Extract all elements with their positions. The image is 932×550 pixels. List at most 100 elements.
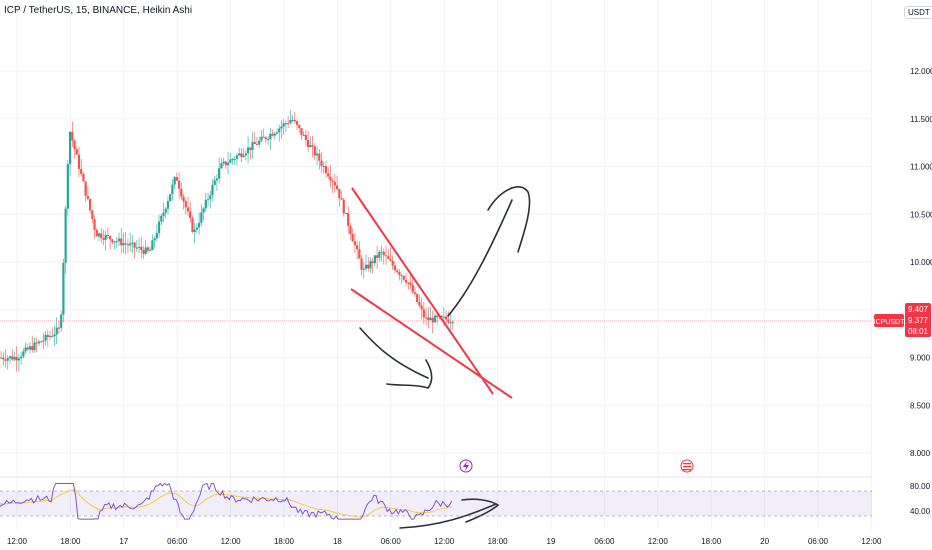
candle-body: [445, 316, 448, 320]
candle-body: [71, 131, 74, 141]
candle-body: [100, 233, 103, 239]
candle-body: [307, 140, 310, 148]
candle-body: [275, 132, 279, 134]
candle-body: [389, 259, 392, 261]
candle-body: [449, 322, 452, 324]
candle-body: [2, 357, 5, 360]
candle-body: [218, 168, 221, 179]
candle-body: [424, 317, 428, 319]
candle-body: [117, 238, 121, 242]
candle-body: [37, 341, 41, 344]
candle-body: [280, 126, 283, 129]
candle-body: [244, 153, 247, 156]
candle-body: [97, 233, 101, 237]
candle-body: [253, 142, 256, 144]
candle-body: [60, 314, 63, 328]
candle-body: [93, 219, 96, 230]
candle-body: [28, 346, 32, 350]
candle-body: [213, 180, 216, 185]
candle-body: [86, 195, 89, 199]
candle-body: [191, 218, 194, 232]
candle-body: [309, 145, 312, 148]
unit-badge[interactable]: USDT: [904, 6, 932, 19]
candle-body: [8, 356, 12, 359]
upward-arrow-sketch: [447, 186, 531, 317]
candle-body: [400, 274, 403, 277]
price-tick-label: 11.500: [910, 115, 932, 124]
candle-body: [206, 199, 210, 201]
candle-body: [164, 208, 167, 213]
candle-body: [75, 149, 78, 155]
candle-body: [133, 242, 136, 248]
candle-body: [269, 133, 272, 140]
downward-arrow-sketch: [359, 327, 433, 389]
candle-body: [396, 270, 399, 272]
candle-body: [422, 309, 425, 318]
candle-body: [48, 335, 52, 337]
candle-body: [387, 256, 390, 260]
candle-body: [209, 195, 212, 200]
candle-body: [378, 251, 381, 258]
candle-body: [111, 239, 114, 243]
candle-body: [333, 182, 336, 186]
candle-body: [222, 161, 225, 164]
time-tick-label: 12:00: [648, 537, 669, 546]
candle-body: [91, 210, 94, 220]
candle-body: [195, 227, 198, 230]
candle-body: [162, 212, 165, 216]
symbol-name: ICP / TetherUS: [4, 5, 71, 16]
wedge-lower-line: [350, 288, 513, 399]
candle-body: [293, 119, 296, 122]
candle-body: [4, 359, 7, 361]
rsi-axis[interactable]: 80.00 40.00: [910, 482, 931, 516]
event-us-flag-icon[interactable]: [680, 459, 694, 473]
candle-body: [295, 121, 299, 125]
candle-body: [68, 131, 72, 165]
candle-body: [260, 136, 263, 141]
candle-body: [298, 124, 301, 129]
candle-body: [427, 317, 430, 321]
price-label: ICPUSDT 9.407 9.377 08:01: [874, 303, 931, 337]
candle-body: [327, 173, 330, 177]
candle-body: [442, 316, 445, 318]
candle-body: [311, 145, 314, 147]
candle-body: [318, 153, 321, 161]
candle-body: [202, 208, 205, 213]
candle-body: [382, 251, 385, 256]
candle-body: [224, 161, 227, 166]
candle-body: [440, 316, 443, 318]
candle-body: [26, 347, 29, 350]
candle-body: [242, 155, 245, 157]
symbol-title[interactable]: ICP / TetherUS, 15, BINANCE, Heikin Ashi: [4, 5, 193, 16]
candle-body: [324, 166, 328, 174]
candle-body: [20, 356, 23, 359]
candle-body: [64, 208, 67, 263]
event-flash-icon[interactable]: [459, 459, 473, 473]
candle-body: [246, 147, 250, 154]
candle-body: [146, 247, 150, 251]
candle-body: [391, 260, 394, 266]
candle-body: [171, 184, 174, 195]
candle-body: [51, 335, 54, 337]
candle-body: [255, 143, 259, 145]
candle-body: [384, 255, 388, 257]
candle-body: [353, 241, 356, 245]
candle-body: [340, 198, 343, 200]
candle-body: [189, 211, 192, 219]
candle-body: [451, 322, 454, 324]
candle-body: [113, 241, 116, 243]
candle-body: [404, 279, 408, 283]
price-series: [0, 110, 454, 372]
candle-body: [304, 134, 308, 141]
candle-body: [109, 235, 112, 240]
candle-body: [186, 207, 190, 212]
candle-body: [182, 196, 185, 202]
candle-body: [211, 184, 214, 196]
candle-body: [166, 201, 170, 209]
time-axis[interactable]: 12:00 18:00 17 06:00 12:00 18:00 18 06:00 12:00 1…: [7, 537, 882, 546]
candle-body: [231, 159, 234, 161]
candle-body: [200, 212, 203, 223]
candle-body: [137, 246, 141, 248]
price-label-countdown: 08:01: [908, 327, 929, 336]
